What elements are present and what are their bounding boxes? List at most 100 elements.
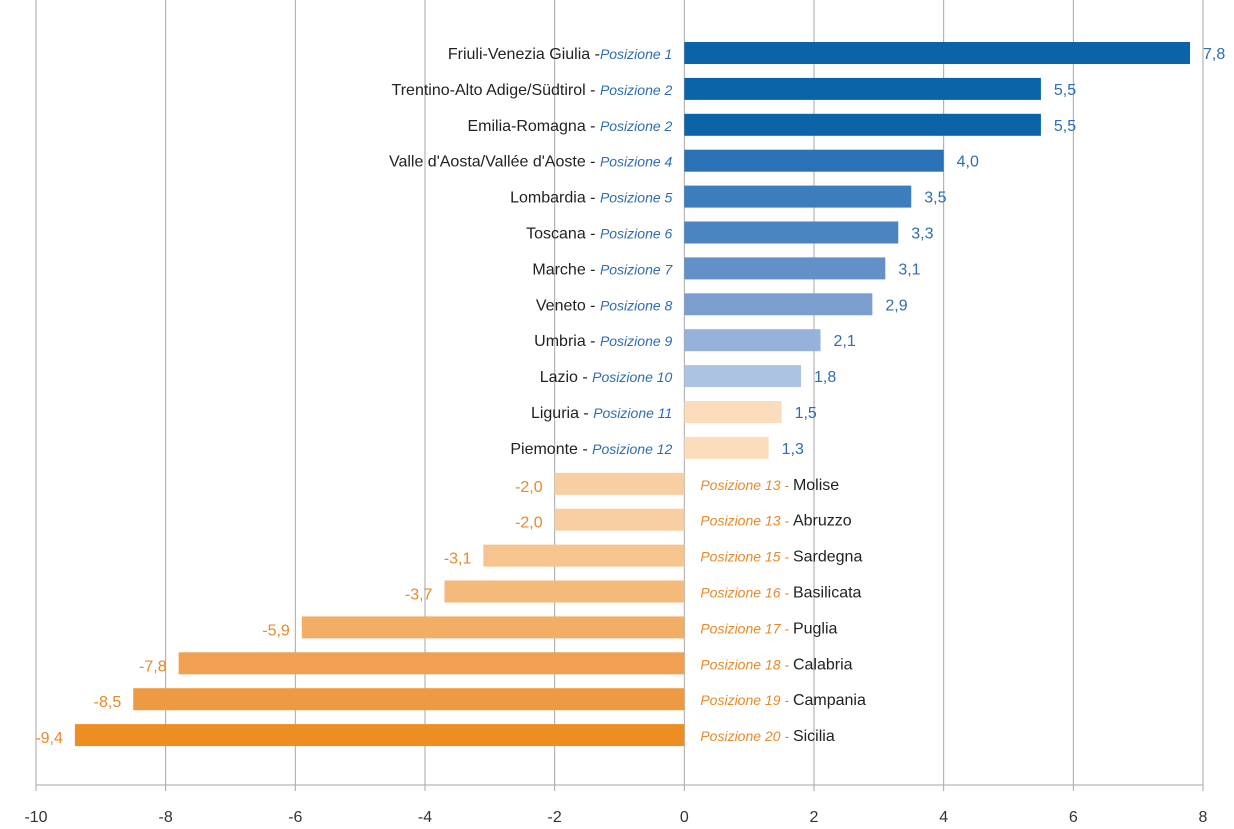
value-label: -8,5 bbox=[94, 694, 122, 711]
label-separator: - bbox=[586, 190, 600, 207]
value-label: 1,3 bbox=[782, 441, 804, 458]
label-separator: - bbox=[586, 154, 600, 171]
x-tick-label: 6 bbox=[1069, 809, 1078, 826]
region-name: Friuli-Venezia Giulia bbox=[448, 46, 590, 63]
bar bbox=[133, 688, 685, 711]
x-tick-label: 4 bbox=[939, 809, 948, 826]
category-label: Lombardia - Posizione 5 bbox=[510, 190, 672, 207]
category-label: Posizione 19 - Campania bbox=[700, 692, 866, 709]
bar bbox=[684, 257, 886, 280]
region-name: Lombardia bbox=[510, 190, 586, 207]
rank-label: Posizione 8 bbox=[600, 297, 673, 313]
bar bbox=[684, 436, 769, 459]
bar bbox=[684, 365, 802, 388]
region-name: Campania bbox=[793, 692, 866, 709]
label-separator: - bbox=[586, 297, 600, 314]
rank-label: Posizione 15 bbox=[700, 549, 780, 565]
category-label: Toscana - Posizione 6 bbox=[526, 226, 672, 243]
rank-label: Posizione 2 bbox=[600, 118, 673, 134]
region-name: Marche bbox=[532, 261, 585, 278]
label-separator: - bbox=[781, 477, 793, 493]
label-separator: - bbox=[586, 333, 600, 350]
region-name: Toscana bbox=[526, 226, 586, 243]
category-label: Piemonte - Posizione 12 bbox=[510, 441, 672, 458]
region-name: Veneto bbox=[536, 297, 586, 314]
x-axis-ticks: -10 -8 -6 -4 -2 0 2 4 6 8 bbox=[24, 809, 1207, 826]
label-separator: - bbox=[781, 656, 793, 672]
category-label: Posizione 13 - Abruzzo bbox=[700, 513, 851, 530]
label-separator: - bbox=[781, 585, 793, 601]
region-name: Liguria bbox=[531, 405, 579, 422]
region-name: Puglia bbox=[793, 620, 838, 637]
label-separator: - bbox=[781, 513, 793, 529]
value-label: 1,5 bbox=[795, 405, 817, 422]
label-separator: - bbox=[781, 692, 793, 708]
rank-label: Posizione 9 bbox=[600, 333, 673, 349]
rank-label: Posizione 20 bbox=[700, 728, 780, 744]
value-label: -2,0 bbox=[515, 479, 543, 496]
region-name: Molise bbox=[793, 477, 839, 494]
category-label: Marche - Posizione 7 bbox=[532, 261, 673, 278]
category-label: Posizione 20 - Sicilia bbox=[700, 728, 835, 745]
label-separator: - bbox=[781, 549, 793, 565]
category-label: Friuli-Venezia Giulia -Posizione 1 bbox=[448, 46, 672, 63]
category-label: Umbria - Posizione 9 bbox=[534, 333, 672, 350]
category-label: Posizione 17 - Puglia bbox=[700, 620, 837, 637]
bar bbox=[444, 580, 685, 603]
x-tick-label: 2 bbox=[810, 809, 819, 826]
value-label: 2,1 bbox=[833, 333, 855, 350]
value-label: 3,1 bbox=[898, 261, 920, 278]
region-name: Trentino-Alto Adige/Südtirol bbox=[392, 82, 586, 99]
region-name: Umbria bbox=[534, 333, 586, 350]
bar bbox=[684, 329, 821, 352]
rank-label: Posizione 12 bbox=[592, 441, 672, 457]
category-label: Liguria - Posizione 11 bbox=[531, 405, 672, 422]
region-name: Calabria bbox=[793, 656, 853, 673]
x-tick-label: -6 bbox=[288, 809, 302, 826]
label-separator: - bbox=[578, 369, 592, 386]
bar bbox=[684, 221, 899, 244]
x-tick-label: -10 bbox=[24, 809, 47, 826]
value-label: 4,0 bbox=[957, 154, 979, 171]
rank-label: Posizione 7 bbox=[600, 261, 674, 277]
bars bbox=[74, 42, 1191, 747]
bar bbox=[554, 508, 685, 531]
region-name: Sardegna bbox=[793, 549, 862, 566]
value-label: 1,8 bbox=[814, 369, 836, 386]
bar bbox=[178, 652, 685, 675]
rank-label: Posizione 1 bbox=[600, 46, 672, 62]
rank-label: Posizione 18 bbox=[700, 656, 780, 672]
region-name: Piemonte bbox=[510, 441, 578, 458]
bar bbox=[684, 149, 944, 172]
label-separator: - bbox=[586, 118, 600, 135]
bar bbox=[684, 42, 1191, 64]
category-label: Emilia-Romagna - Posizione 2 bbox=[467, 118, 672, 135]
x-tick-label: -2 bbox=[548, 809, 562, 826]
row-labels: Friuli-Venezia Giulia -Posizione 1 7,8Tre… bbox=[35, 46, 1225, 747]
category-label: Posizione 16 - Basilicata bbox=[700, 585, 861, 602]
category-label: Valle d'Aosta/Vallée d'Aoste - Posizione… bbox=[389, 154, 673, 171]
value-label: 2,9 bbox=[885, 297, 907, 314]
bar bbox=[301, 616, 685, 639]
value-label: 7,8 bbox=[1203, 46, 1225, 63]
bar bbox=[684, 185, 912, 208]
label-separator: - bbox=[579, 405, 593, 422]
value-label: -9,4 bbox=[35, 730, 63, 747]
bar bbox=[483, 544, 685, 567]
bar bbox=[684, 401, 782, 423]
rank-label: Posizione 10 bbox=[592, 369, 672, 385]
value-label: -5,9 bbox=[262, 622, 290, 639]
label-separator: - bbox=[781, 728, 793, 744]
region-name: Valle d'Aosta/Vallée d'Aoste bbox=[389, 154, 586, 171]
label-separator: - bbox=[590, 46, 600, 63]
bar bbox=[684, 293, 873, 316]
rank-label: Posizione 2 bbox=[600, 82, 673, 98]
value-label: 5,5 bbox=[1054, 118, 1076, 135]
value-label: -3,7 bbox=[405, 587, 433, 604]
region-name: Emilia-Romagna bbox=[467, 118, 585, 135]
category-label: Posizione 18 - Calabria bbox=[700, 656, 852, 673]
rank-label: Posizione 5 bbox=[600, 190, 673, 206]
region-name: Basilicata bbox=[793, 585, 862, 602]
value-label: -2,0 bbox=[515, 515, 543, 532]
rank-label: Posizione 13 bbox=[700, 477, 780, 493]
